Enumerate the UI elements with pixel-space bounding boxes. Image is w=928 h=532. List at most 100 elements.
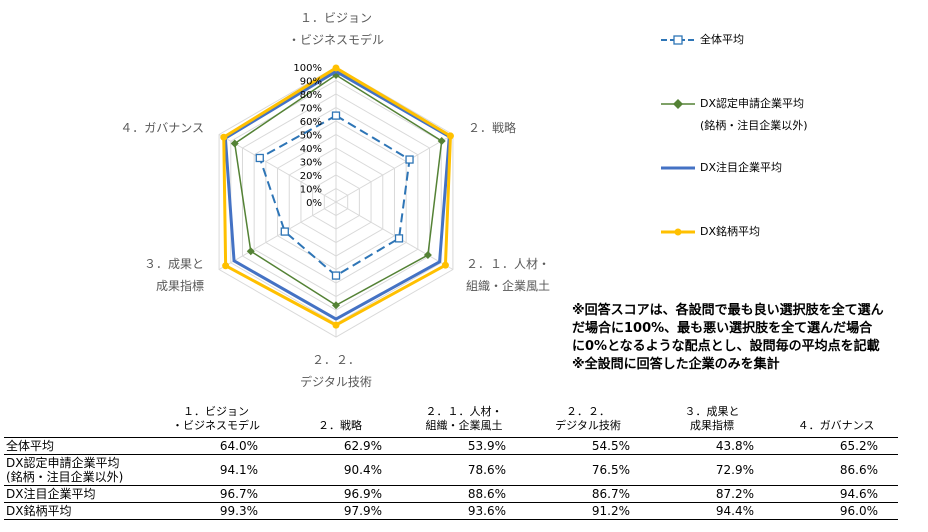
table-row-name-line: (銘柄・注目企業以外) <box>6 470 124 484</box>
legend-swatch-nintei <box>661 99 695 109</box>
table-header-line: ２．２． <box>566 405 610 418</box>
legend-item-nintei-sub: (銘柄・注目企業以外) <box>700 116 808 136</box>
legend-item-nintei: DX認定申請企業平均 <box>660 94 804 114</box>
table-cell: 94.1% <box>219 463 258 477</box>
radar-tick-label: 20% <box>300 171 322 182</box>
table-cell: 96.9% <box>343 487 382 501</box>
radar-point <box>331 111 341 120</box>
legend-label-chumoku: DX注目企業平均 <box>700 161 783 174</box>
table-header: ２．１．人材・ 組織・企業風土 <box>402 403 526 438</box>
table-cell: 54.5% <box>591 439 630 453</box>
radar-tick-label: 30% <box>300 158 322 169</box>
table-cell: 65.2% <box>839 439 878 453</box>
radar-axis-label: ２．戦略 <box>468 120 516 135</box>
table-cell: 91.2% <box>591 504 630 518</box>
score-note: ※回答スコアは、各設問で最も良い選択肢を全て選ん だ場合に100%、最も悪い選択… <box>572 302 922 374</box>
radar-spoke <box>218 201 337 270</box>
radar-point <box>437 136 446 145</box>
radar-tick-label: 10% <box>300 185 322 196</box>
table-row-name: 全体平均 <box>6 439 55 453</box>
table-cell: 99.3% <box>219 504 258 518</box>
radar-axis-label: ４．ガバナンス <box>120 121 204 135</box>
radar-point <box>446 132 454 140</box>
radar-axis-label: ・ビジネスモデル <box>288 32 384 47</box>
table-header-line: ４．ガバナンス <box>797 419 875 432</box>
radar-tick-label: 80% <box>300 90 322 101</box>
table-cell: 86.6% <box>839 463 878 477</box>
table-cell: 88.6% <box>467 487 506 501</box>
radar-point <box>246 247 255 256</box>
table-cell: 76.5% <box>591 463 630 477</box>
radar-point <box>423 251 432 260</box>
table-cell: 96.7% <box>219 487 258 501</box>
table-header-line: ３．成果と <box>684 405 740 418</box>
radar-point <box>405 155 414 164</box>
radar-axis-label: １．ビジョン <box>300 11 372 25</box>
table-row: DX注目企業平均 96.7% 96.9% 88.6% 86.7% 87.2% 9… <box>4 485 898 503</box>
legend-swatch-chumoku <box>661 166 695 170</box>
radar-point <box>255 153 264 163</box>
table-cell: 90.4% <box>343 463 382 477</box>
radar-spoke <box>335 201 454 270</box>
radar-axis-label: 成果指標 <box>156 278 204 293</box>
table-row-name: DX銘柄平均 <box>6 504 72 518</box>
table-cell: 94.6% <box>839 487 878 501</box>
radar-point <box>332 301 340 310</box>
radar-series-line <box>222 66 452 327</box>
table-header: ２．２． デジタル技術 <box>526 403 650 438</box>
note-line: ※全設問に回答した企業のみを集計 <box>572 357 780 372</box>
legend-swatch-meigara <box>661 228 695 236</box>
radar-tick-label: 70% <box>300 104 322 115</box>
table-header: ４．ガバナンス <box>774 403 898 438</box>
table-row-name: DX認定申請企業平均 (銘柄・注目企業以外) <box>4 455 154 486</box>
radar-point <box>332 321 340 329</box>
table-cell: 96.0% <box>839 504 878 518</box>
radar-axis-label: ３．成果と <box>144 257 204 271</box>
legend-item-chumoku: DX注目企業平均 <box>660 158 782 178</box>
radar-tick-label: 60% <box>300 117 322 128</box>
radar-tick-label: 100% <box>293 63 322 74</box>
table-cell: 72.9% <box>715 463 754 477</box>
radar-point <box>394 234 404 243</box>
radar-point <box>222 262 230 270</box>
table-header-line: ２．１．人材・ <box>425 405 503 418</box>
note-line: だ場合に100%、最も悪い選択肢を全て選んだ場合 <box>572 321 873 336</box>
table-header: １．ビジョン ・ビジネスモデル <box>154 403 278 438</box>
legend-label-nintei: DX認定申請企業平均 <box>700 97 805 110</box>
radar-point <box>220 133 228 141</box>
table-cell: 43.8% <box>715 439 754 453</box>
radar-axis-labels: １．ビジョン・ビジネスモデル ２．戦略 ２．１．人材・組織・企業風土 ２．２． デジタル… <box>120 11 550 389</box>
radar-tick-labels: 0% 10% 20% 30% 40% 50% 60% 70% 80% 90% 100% <box>293 63 322 209</box>
radar-spoke <box>218 134 337 203</box>
radar-series <box>220 64 454 329</box>
radar-tick-label: 40% <box>300 144 322 155</box>
legend-label-zentai: 全体平均 <box>700 33 744 46</box>
legend-label-nintei-sub: (銘柄・注目企業以外) <box>700 119 808 132</box>
table-row-name: DX注目企業平均 <box>6 487 96 501</box>
radar-point <box>331 271 341 280</box>
radar-spoke <box>335 134 454 203</box>
table-row: DX認定申請企業平均 (銘柄・注目企業以外) 94.1% 90.4% 78.6% … <box>4 454 898 486</box>
table-header-empty <box>4 403 154 438</box>
table-row: DX銘柄平均 99.3% 97.9% 93.6% 91.2% 94.4% 96.… <box>4 502 898 520</box>
legend-item-zentai: 全体平均 <box>660 30 744 50</box>
radar-tick-label: 90% <box>300 77 322 88</box>
table-cell: 97.9% <box>343 504 382 518</box>
table-cell: 64.0% <box>219 439 258 453</box>
table-header-row: １．ビジョン ・ビジネスモデル ２．戦略 ２．１．人材・ 組織・企業風土 ２．２．デ… <box>4 403 898 438</box>
table-cell: 53.9% <box>467 439 506 453</box>
legend-label-meigara: DX銘柄平均 <box>700 225 761 238</box>
legend-swatch-zentai <box>661 35 695 45</box>
radar-axis-label: ２．２． <box>312 353 360 367</box>
radar-point <box>332 64 340 72</box>
radar-tick-label: 50% <box>300 131 322 142</box>
table-row-name-line: DX認定申請企業平均 <box>6 456 120 470</box>
radar-point <box>230 139 239 148</box>
table-cell: 62.9% <box>343 439 382 453</box>
radar-axis-label: 組織・企業風土 <box>466 278 550 293</box>
table-header-line: 組織・企業風土 <box>425 419 503 432</box>
radar-chart: 0% 10% 20% 30% 40% 50% 60% 70% 80% 90% 100% １．ビジョン… <box>120 11 550 389</box>
table-cell: 93.6% <box>467 504 506 518</box>
table-header-line: １．ビジョン <box>183 405 249 418</box>
table-header: ３．成果と 成果指標 <box>650 403 774 438</box>
